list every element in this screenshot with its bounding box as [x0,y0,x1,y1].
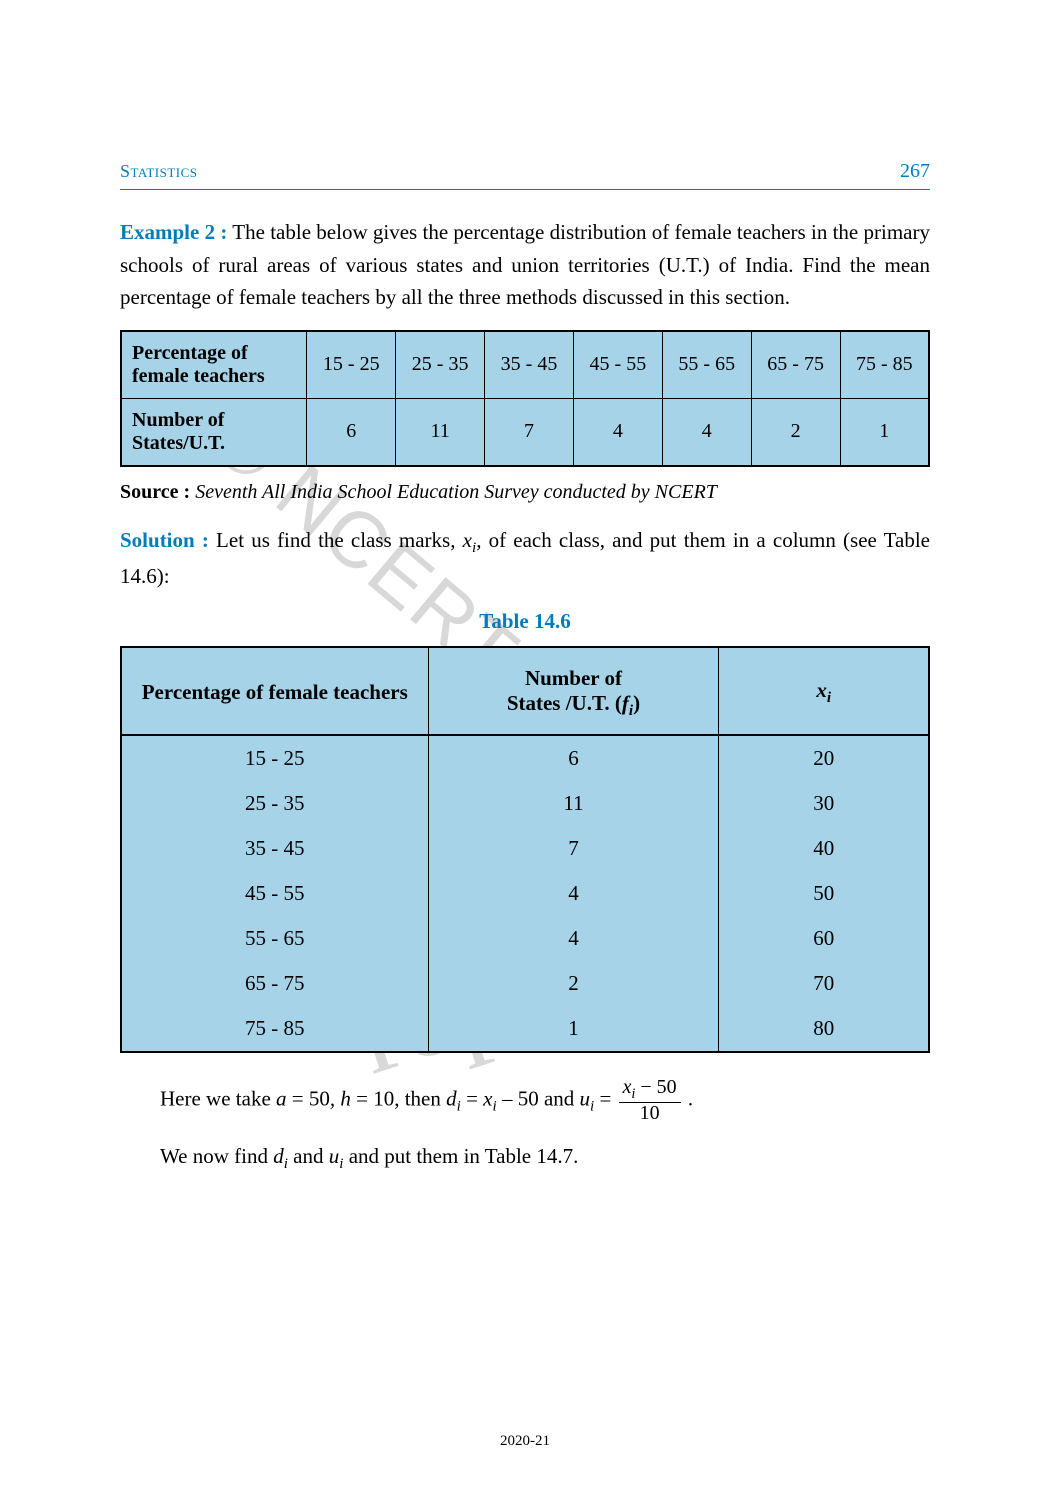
page-header: Statistics 267 [120,160,930,183]
var-h: h [340,1086,351,1110]
table-cell: 11 [428,781,719,826]
table2-h3: xi [719,647,929,735]
table-cell: 20 [719,735,929,781]
table-row: 45 - 55450 [121,871,929,916]
example-label: Example 2 : [120,220,227,244]
table1-col-3: 45 - 55 [573,331,662,399]
table1-r2-label: Number of States/U.T. [121,398,307,466]
data-table-2: Percentage of female teachers Number of … [120,646,930,1053]
table1-val-5: 2 [751,398,840,466]
table2-h3-x: x [816,678,827,702]
table1-val-4: 4 [662,398,751,466]
table-cell: 6 [428,735,719,781]
last-para: We now find di and ui and put them in Ta… [120,1140,930,1177]
table1-col-1: 25 - 35 [396,331,485,399]
page-number: 267 [900,160,930,183]
table-cell: 40 [719,826,929,871]
table2-h2-l2a: States /U.T. ( [507,691,622,715]
after-table2-para: Here we take a = 50, h = 10, then di = x… [120,1077,930,1124]
table1-val-6: 1 [840,398,929,466]
eq5: = [594,1086,616,1110]
table2-h3-sub: i [827,691,831,707]
table-row: 75 - 85180 [121,1006,929,1052]
textbook-page: { "header": { "chapter_title": "Statisti… [0,0,1050,1500]
table-cell: 35 - 45 [121,826,428,871]
table1-col-4: 55 - 65 [662,331,751,399]
lp2: and [288,1144,329,1168]
table1-col-6: 75 - 85 [840,331,929,399]
table1-val-2: 7 [485,398,574,466]
table-cell: 4 [428,871,719,916]
var-d: d [446,1086,457,1110]
frac-num: xi − 50 [619,1077,681,1103]
table-cell: 50 [719,871,929,916]
var-a: a [276,1086,287,1110]
table-cell: 15 - 25 [121,735,428,781]
table-cell: 2 [428,961,719,1006]
table-cell: 75 - 85 [121,1006,428,1052]
header-rule [120,189,930,190]
table-cell: 60 [719,916,929,961]
table-cell: 55 - 65 [121,916,428,961]
table2-caption: Table 14.6 [120,609,930,634]
table-cell: 25 - 35 [121,781,428,826]
table-cell: 1 [428,1006,719,1052]
source-text: Seventh All India School Education Surve… [195,481,717,503]
table-cell: 30 [719,781,929,826]
table-cell: 80 [719,1006,929,1052]
frac-num-b: − 50 [635,1076,676,1098]
table2-h2: Number of States /U.T. (fi) [428,647,719,735]
table2-h1: Percentage of female teachers [121,647,428,735]
table1-val-3: 4 [573,398,662,466]
table-cell: 65 - 75 [121,961,428,1006]
solution-paragraph: Solution : Let us find the class marks, … [120,524,930,593]
table2-body: 15 - 2562025 - 35113035 - 4574045 - 5545… [121,735,929,1052]
table-row: 15 - 25620 [121,735,929,781]
pend: . [683,1086,694,1110]
solution-label: Solution : [120,528,209,552]
table2-h2-l1: Number of [525,666,622,690]
table1-val-0: 6 [307,398,396,466]
table1-col-2: 35 - 45 [485,331,574,399]
lp3: and put them in Table 14.7. [343,1144,578,1168]
table-cell: 70 [719,961,929,1006]
table-cell: 7 [428,826,719,871]
table1-r1-label: Percentage of female teachers [121,331,307,399]
table1-col-5: 65 - 75 [751,331,840,399]
example-text: The table below gives the percentage dis… [120,220,930,309]
p1: Here we take [160,1086,276,1110]
fraction: xi − 5010 [619,1077,681,1124]
table-row: 55 - 65460 [121,916,929,961]
solution-text1: Let us find the class marks, [209,528,463,552]
eq2: = 10, then [351,1086,446,1110]
table-row: 25 - 351130 [121,781,929,826]
table-cell: 45 - 55 [121,871,428,916]
table1-val-1: 11 [396,398,485,466]
table-row: 35 - 45740 [121,826,929,871]
page-footer: 2020-21 [0,1433,1050,1450]
eq4: – 50 and [497,1086,580,1110]
source-label: Source : [120,481,195,503]
var-u: u [580,1086,591,1110]
chapter-title: Statistics [120,161,198,182]
table-cell: 4 [428,916,719,961]
example-paragraph: Example 2 : The table below gives the pe… [120,216,930,314]
table1-row-values: Number of States/U.T. 6 11 7 4 4 2 1 [121,398,929,466]
lp1: We now find [160,1144,273,1168]
lp-d: d [273,1144,284,1168]
table2-header-row: Percentage of female teachers Number of … [121,647,929,735]
table1-row-header: Percentage of female teachers 15 - 25 25… [121,331,929,399]
frac-den: 10 [619,1103,681,1124]
eq3: = [461,1086,483,1110]
table-row: 65 - 75270 [121,961,929,1006]
table2-h2-l2c: ) [633,691,640,715]
lp-u: u [329,1144,340,1168]
source-line: Source : Seventh All India School Educat… [120,481,930,504]
data-table-1: Percentage of female teachers 15 - 25 25… [120,330,930,467]
content-area: Statistics 267 Example 2 : The table bel… [120,160,930,1177]
eq1: = 50, [287,1086,341,1110]
table2-h2-f: f [622,691,629,715]
table1-col-0: 15 - 25 [307,331,396,399]
var-x: x [463,528,472,552]
